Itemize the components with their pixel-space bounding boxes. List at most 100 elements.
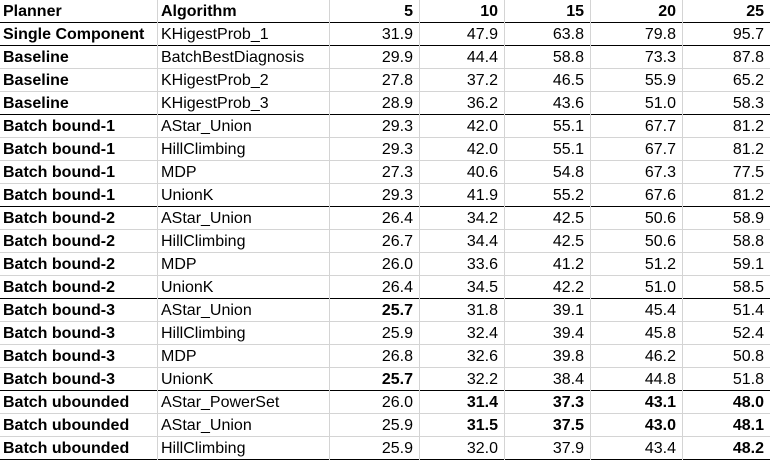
value-cell[interactable]: 81.2 <box>682 115 770 138</box>
value-cell[interactable]: 31.4 <box>419 391 504 414</box>
value-cell[interactable]: 26.4 <box>329 276 419 299</box>
algorithm-cell[interactable]: KHigestProb_2 <box>157 69 329 92</box>
value-cell[interactable]: 26.0 <box>329 253 419 276</box>
value-cell[interactable]: 42.5 <box>504 230 590 253</box>
value-cell[interactable]: 48.2 <box>682 437 770 460</box>
algorithm-cell[interactable]: AStar_Union <box>157 115 329 138</box>
value-cell[interactable]: 25.9 <box>329 437 419 460</box>
planner-cell[interactable]: Batch bound-3 <box>3 325 115 342</box>
value-cell[interactable]: 39.8 <box>504 345 590 368</box>
header-15[interactable]: 15 <box>504 0 590 23</box>
value-cell[interactable]: 25.7 <box>329 368 419 391</box>
planner-cell[interactable]: Batch bound-1 <box>3 118 115 135</box>
planner-cell[interactable]: Batch bound-2 <box>3 233 115 250</box>
planner-cell[interactable]: Batch bound-1 <box>3 187 115 204</box>
value-cell[interactable]: 29.9 <box>329 46 419 69</box>
value-cell[interactable]: 36.2 <box>419 92 504 115</box>
value-cell[interactable]: 26.0 <box>329 391 419 414</box>
value-cell[interactable]: 26.4 <box>329 207 419 230</box>
value-cell[interactable]: 42.2 <box>504 276 590 299</box>
value-cell[interactable]: 65.2 <box>682 69 770 92</box>
value-cell[interactable]: 27.8 <box>329 69 419 92</box>
value-cell[interactable]: 34.2 <box>419 207 504 230</box>
value-cell[interactable]: 51.2 <box>590 253 682 276</box>
value-cell[interactable]: 95.7 <box>682 23 770 46</box>
value-cell[interactable]: 47.9 <box>419 23 504 46</box>
header-20[interactable]: 20 <box>590 0 682 23</box>
value-cell[interactable]: 40.6 <box>419 161 504 184</box>
planner-cell[interactable]: Batch bound-3 <box>3 371 115 388</box>
value-cell[interactable]: 44.8 <box>590 368 682 391</box>
value-cell[interactable]: 77.5 <box>682 161 770 184</box>
algorithm-cell[interactable]: HillClimbing <box>157 437 329 460</box>
value-cell[interactable]: 48.1 <box>682 414 770 437</box>
value-cell[interactable]: 42.0 <box>419 138 504 161</box>
value-cell[interactable]: 81.2 <box>682 138 770 161</box>
value-cell[interactable]: 37.2 <box>419 69 504 92</box>
algorithm-cell[interactable]: UnionK <box>157 368 329 391</box>
value-cell[interactable]: 55.9 <box>590 69 682 92</box>
planner-cell[interactable]: Batch bound-2 <box>3 256 115 273</box>
value-cell[interactable]: 67.7 <box>590 138 682 161</box>
value-cell[interactable]: 50.6 <box>590 230 682 253</box>
value-cell[interactable]: 58.8 <box>504 46 590 69</box>
value-cell[interactable]: 55.2 <box>504 184 590 207</box>
value-cell[interactable]: 55.1 <box>504 138 590 161</box>
value-cell[interactable]: 87.8 <box>682 46 770 69</box>
value-cell[interactable]: 51.0 <box>590 276 682 299</box>
value-cell[interactable]: 59.1 <box>682 253 770 276</box>
value-cell[interactable]: 39.1 <box>504 299 590 322</box>
value-cell[interactable]: 41.2 <box>504 253 590 276</box>
value-cell[interactable]: 32.6 <box>419 345 504 368</box>
planner-cell[interactable]: Single Component <box>3 26 145 43</box>
value-cell[interactable]: 25.9 <box>329 414 419 437</box>
value-cell[interactable]: 37.5 <box>504 414 590 437</box>
value-cell[interactable]: 34.4 <box>419 230 504 253</box>
planner-cell[interactable]: Batch bound-2 <box>3 210 115 227</box>
value-cell[interactable]: 45.4 <box>590 299 682 322</box>
value-cell[interactable]: 32.0 <box>419 437 504 460</box>
value-cell[interactable]: 31.5 <box>419 414 504 437</box>
value-cell[interactable]: 42.0 <box>419 115 504 138</box>
value-cell[interactable]: 50.8 <box>682 345 770 368</box>
value-cell[interactable]: 81.2 <box>682 184 770 207</box>
value-cell[interactable]: 26.8 <box>329 345 419 368</box>
value-cell[interactable]: 63.8 <box>504 23 590 46</box>
planner-cell[interactable]: Batch ubounded <box>3 440 130 457</box>
planner-cell[interactable]: Batch bound-1 <box>3 164 115 181</box>
value-cell[interactable]: 43.1 <box>590 391 682 414</box>
value-cell[interactable]: 55.1 <box>504 115 590 138</box>
value-cell[interactable]: 79.8 <box>590 23 682 46</box>
algorithm-cell[interactable]: HillClimbing <box>157 138 329 161</box>
value-cell[interactable]: 67.3 <box>590 161 682 184</box>
algorithm-cell[interactable]: AStar_Union <box>157 414 329 437</box>
value-cell[interactable]: 48.0 <box>682 391 770 414</box>
algorithm-cell[interactable]: HillClimbing <box>157 322 329 345</box>
planner-cell[interactable]: Batch bound-3 <box>3 302 115 319</box>
header-algorithm[interactable]: Algorithm <box>157 0 329 23</box>
value-cell[interactable]: 51.0 <box>590 92 682 115</box>
value-cell[interactable]: 31.9 <box>329 23 419 46</box>
planner-cell[interactable]: Batch bound-2 <box>3 279 115 296</box>
value-cell[interactable]: 39.4 <box>504 322 590 345</box>
header-5[interactable]: 5 <box>329 0 419 23</box>
value-cell[interactable]: 43.6 <box>504 92 590 115</box>
value-cell[interactable]: 45.8 <box>590 322 682 345</box>
planner-cell[interactable]: Batch bound-3 <box>3 348 115 365</box>
value-cell[interactable]: 58.9 <box>682 207 770 230</box>
value-cell[interactable]: 33.6 <box>419 253 504 276</box>
value-cell[interactable]: 42.5 <box>504 207 590 230</box>
value-cell[interactable]: 44.4 <box>419 46 504 69</box>
value-cell[interactable]: 54.8 <box>504 161 590 184</box>
algorithm-cell[interactable]: BatchBestDiagnosis <box>157 46 329 69</box>
algorithm-cell[interactable]: MDP <box>157 253 329 276</box>
value-cell[interactable]: 29.3 <box>329 115 419 138</box>
algorithm-cell[interactable]: AStar_PowerSet <box>157 391 329 414</box>
algorithm-cell[interactable]: UnionK <box>157 276 329 299</box>
algorithm-cell[interactable]: AStar_Union <box>157 299 329 322</box>
value-cell[interactable]: 51.8 <box>682 368 770 391</box>
algorithm-cell[interactable]: MDP <box>157 161 329 184</box>
planner-cell[interactable]: Batch ubounded <box>3 417 130 434</box>
planner-cell[interactable]: Baseline <box>3 95 69 112</box>
value-cell[interactable]: 50.6 <box>590 207 682 230</box>
